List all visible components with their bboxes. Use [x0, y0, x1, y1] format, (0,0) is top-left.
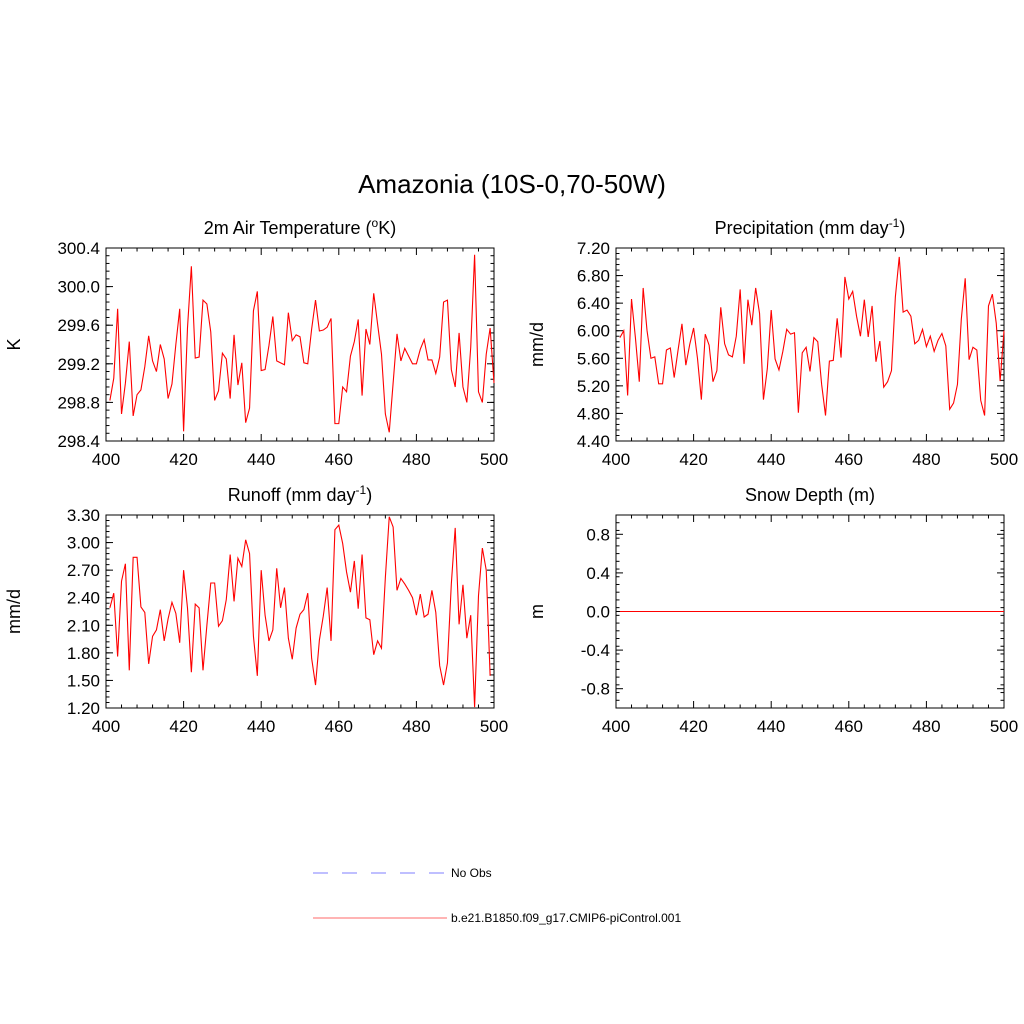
snow-title: Snow Depth (m) — [745, 485, 875, 505]
precipitation-xtick-label: 500 — [990, 450, 1018, 469]
runoff-plot-frame — [105, 514, 495, 709]
panel-temperature: 400 420 440 460 480 500 298.4 298.8 299.2 299.6 30… — [4, 216, 508, 469]
snow-xtick-label: 460 — [835, 717, 863, 736]
legend: No Obs b.e21.B1850.f09_g17.CMIP6-piContr… — [313, 866, 681, 925]
temperature-ytick-label: 300.4 — [57, 239, 100, 258]
runoff-ytick-label: 2.40 — [67, 589, 100, 608]
temperature-xtick-label: 500 — [480, 450, 508, 469]
runoff-ytick-label: 3.30 — [67, 506, 100, 525]
panel-snow: 400 420 440 460 480 500 -0.8 -0.4 0.0 0.4 0.8 Snow … — [527, 485, 1018, 736]
runoff-xtick-label: 400 — [92, 717, 120, 736]
precipitation-ytick-label: 6.80 — [577, 267, 610, 286]
snow-ylabel: m — [527, 604, 547, 619]
runoff-xtick-label: 420 — [169, 717, 197, 736]
snow-ytick-label: -0.8 — [581, 680, 610, 699]
runoff-ytick-label: 1.50 — [67, 671, 100, 690]
figure-title: Amazonia (10S-0,70-50W) — [358, 169, 666, 199]
precipitation-series-line — [619, 256, 1005, 416]
panels-group: 400 420 440 460 480 500 298.4 298.8 299.2 299.6 30… — [4, 216, 1018, 736]
runoff-series-line — [109, 516, 491, 708]
temperature-ytick-label: 299.2 — [57, 355, 100, 374]
temperature-ytick-label: 300.0 — [57, 278, 100, 297]
snow-xtick-label: 480 — [912, 717, 940, 736]
precipitation-xtick-label: 440 — [757, 450, 785, 469]
precipitation-xtick-label: 420 — [679, 450, 707, 469]
runoff-ytick-label: 1.80 — [67, 644, 100, 663]
panel-runoff: 400 420 440 460 480 500 1.20 1.50 1.80 2.10 2.40 2.… — [4, 483, 508, 736]
precipitation-ytick-label: 7.20 — [577, 239, 610, 258]
runoff-ytick-label: 3.00 — [67, 534, 100, 553]
snow-xtick-label: 420 — [679, 717, 707, 736]
snow-ytick-label: -0.4 — [581, 641, 610, 660]
snow-ytick-label: 0.8 — [586, 525, 610, 544]
snow-ytick-label: 0.4 — [586, 564, 610, 583]
runoff-xtick-label: 460 — [325, 717, 353, 736]
precipitation-ytick-label: 4.40 — [577, 432, 610, 451]
temperature-plot-frame — [105, 247, 495, 442]
precipitation-ylabel: mm/d — [527, 322, 547, 367]
runoff-ytick-label: 2.10 — [67, 616, 100, 635]
runoff-xtick-label: 440 — [247, 717, 275, 736]
temperature-ytick-label: 299.6 — [57, 316, 100, 335]
temperature-xtick-label: 460 — [325, 450, 353, 469]
runoff-title: Runoff (mm day-1) — [228, 483, 372, 505]
legend-label-no-obs: No Obs — [451, 866, 492, 880]
precipitation-ytick-label: 6.00 — [577, 322, 610, 341]
snow-ytick-label: 0.0 — [586, 603, 610, 622]
temperature-ytick-label: 298.8 — [57, 393, 100, 412]
temperature-xtick-label: 420 — [169, 450, 197, 469]
precipitation-ytick-label: 6.40 — [577, 294, 610, 313]
snow-xtick-label: 500 — [990, 717, 1018, 736]
panel-precipitation: 400 420 440 460 480 500 4.40 4.80 5.20 5.60 6.00 6.… — [527, 216, 1018, 469]
legend-label-model: b.e21.B1850.f09_g17.CMIP6-piControl.001 — [451, 911, 681, 925]
runoff-ytick-label: 1.20 — [67, 699, 100, 718]
runoff-ytick-label: 2.70 — [67, 561, 100, 580]
precipitation-plot-frame — [615, 247, 1005, 442]
runoff-ylabel: mm/d — [4, 589, 24, 634]
temperature-xtick-label: 480 — [402, 450, 430, 469]
precipitation-ytick-label: 4.80 — [577, 404, 610, 423]
precipitation-ytick-label: 5.20 — [577, 377, 610, 396]
temperature-ylabel: K — [4, 338, 24, 350]
temperature-series-line — [109, 254, 495, 433]
precipitation-xtick-label: 480 — [912, 450, 940, 469]
runoff-xtick-label: 480 — [402, 717, 430, 736]
snow-xtick-label: 400 — [602, 717, 630, 736]
precipitation-xtick-label: 400 — [602, 450, 630, 469]
precipitation-ytick-label: 5.60 — [577, 349, 610, 368]
snow-xtick-label: 440 — [757, 717, 785, 736]
precipitation-xtick-label: 460 — [835, 450, 863, 469]
temperature-title: 2m Air Temperature (oK) — [204, 216, 396, 238]
runoff-xtick-label: 500 — [480, 717, 508, 736]
temperature-xtick-label: 400 — [92, 450, 120, 469]
precipitation-title: Precipitation (mm day-1) — [715, 216, 906, 238]
temperature-ytick-label: 298.4 — [57, 432, 100, 451]
temperature-xtick-label: 440 — [247, 450, 275, 469]
